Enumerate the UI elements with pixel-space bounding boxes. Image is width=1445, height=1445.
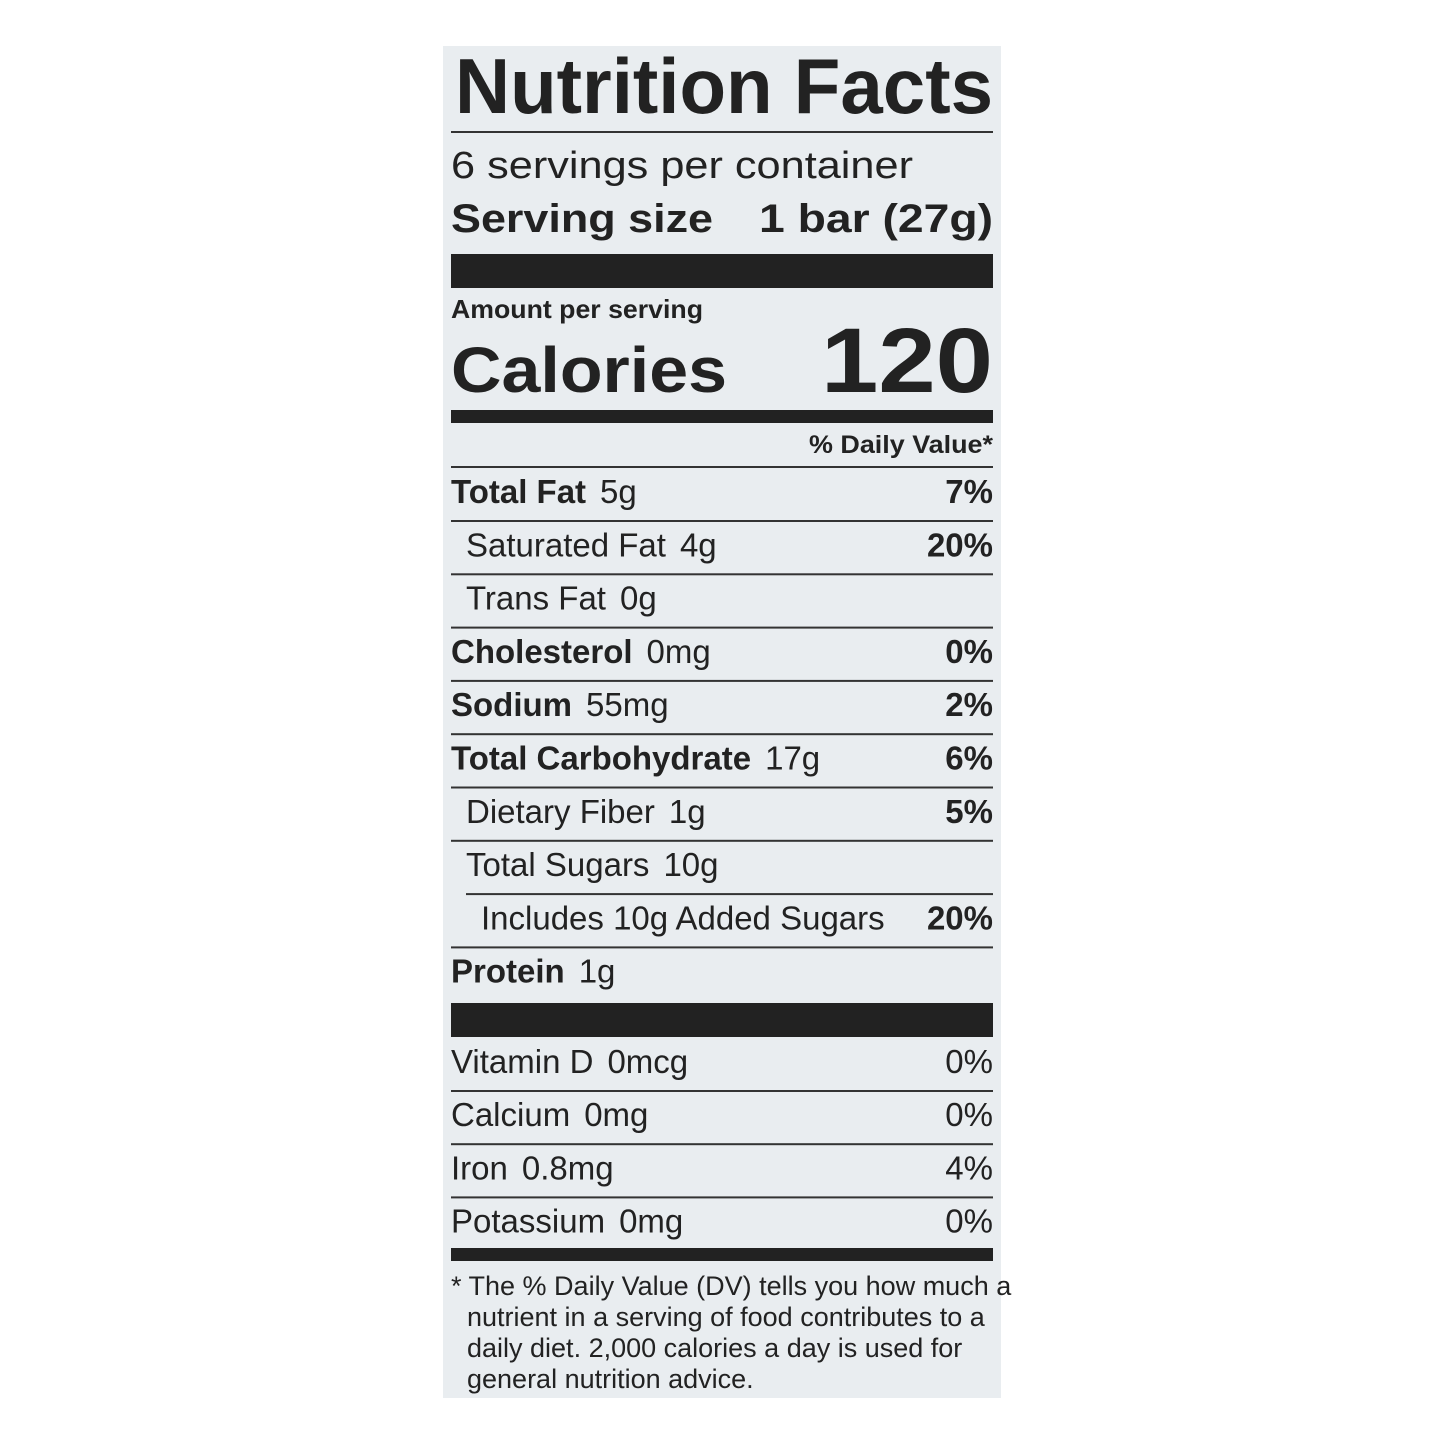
nutrient-name: Iron xyxy=(451,1149,508,1186)
thick-bar xyxy=(451,1003,993,1037)
nutrient-amount: 55mg xyxy=(586,686,669,723)
footnote-line: nutrient in a serving of food contribute… xyxy=(467,1302,986,1332)
nutrient-amount: 0.8mg xyxy=(522,1149,614,1186)
nutrient-name: Vitamin D xyxy=(451,1043,593,1080)
daily-value: 5% xyxy=(945,793,993,830)
nutrient-amount: 0g xyxy=(620,580,657,617)
medium-bar xyxy=(451,410,993,423)
nutrient-row: Vitamin D 0mcg xyxy=(451,1043,688,1080)
daily-value: 0% xyxy=(945,1203,993,1240)
thick-bar xyxy=(451,254,993,288)
rule xyxy=(451,626,993,629)
rule xyxy=(451,520,993,522)
daily-value: 0% xyxy=(945,1096,993,1133)
nutrient-name: Total Fat xyxy=(451,473,586,510)
nutrient-name: Cholesterol xyxy=(451,633,633,670)
nutrient-row: Saturated Fat 4g xyxy=(466,526,717,563)
footnote-line: * The % Daily Value (DV) tells you how m… xyxy=(451,1271,1012,1301)
rule xyxy=(451,946,993,949)
nutrient-amount: 1g xyxy=(579,953,616,990)
nutrient-amount: 10g xyxy=(663,846,718,883)
nutrient-row: Iron 0.8mg xyxy=(451,1149,614,1186)
nutrient-amount: 0mcg xyxy=(607,1043,688,1080)
nutrient-row: Potassium 0mg xyxy=(451,1203,683,1240)
servings: 6 servings per container xyxy=(451,145,913,187)
nutrient-name: Calcium xyxy=(451,1096,570,1133)
serving-size-label: Serving size xyxy=(451,197,713,241)
daily-value: 4% xyxy=(945,1149,993,1186)
rule xyxy=(451,786,993,789)
rule xyxy=(451,131,993,133)
nutrient-name: Total Carbohydrate xyxy=(451,740,751,777)
nutrient-name: Includes 10g Added Sugars xyxy=(481,899,885,936)
calories-value: 120 xyxy=(821,310,993,412)
rule xyxy=(466,893,993,896)
rule xyxy=(451,466,993,468)
nutrient-amount: 17g xyxy=(765,740,820,777)
amount-per-serving: Amount per serving xyxy=(451,294,703,324)
nutrient-amount: 4g xyxy=(680,526,717,563)
nutrient-row: Total Fat 5g xyxy=(451,473,637,510)
nutrient-amount: 5g xyxy=(600,473,637,510)
daily-value: 6% xyxy=(945,740,993,777)
footnote-line: general nutrition advice. xyxy=(467,1364,754,1394)
daily-value: 7% xyxy=(945,473,993,510)
rule xyxy=(451,679,993,682)
nutrient-row: Trans Fat 0g xyxy=(466,580,657,617)
footnote-line: daily diet. 2,000 calories a day is used… xyxy=(467,1333,962,1363)
nutrient-row: Includes 10g Added Sugars xyxy=(481,899,885,936)
nutrient-amount: 1g xyxy=(669,793,706,830)
nutrient-name: Potassium xyxy=(451,1203,605,1240)
rule xyxy=(451,1143,993,1146)
daily-value: 0% xyxy=(945,633,993,670)
nutrient-row: Calcium 0mg xyxy=(451,1096,648,1133)
nutrient-row: Total Carbohydrate 17g xyxy=(451,740,820,777)
rule xyxy=(451,733,993,736)
rule xyxy=(451,573,993,576)
nutrient-row: Total Sugars 10g xyxy=(466,846,719,883)
nutrient-name: Total Sugars xyxy=(466,846,649,883)
calories-label: Calories xyxy=(451,334,727,406)
nutrient-amount: 0mg xyxy=(584,1096,648,1133)
nutrient-row: Sodium 55mg xyxy=(451,686,669,723)
daily-value: 2% xyxy=(945,686,993,723)
daily-value: 20% xyxy=(927,526,993,563)
rule xyxy=(451,1196,993,1199)
nutrient-name: Protein xyxy=(451,953,565,990)
nutrient-rows: Total Fat 5g 7% Saturated Fat 4g 20% Trans Fat… xyxy=(451,473,1012,1394)
rule xyxy=(451,1090,993,1092)
nutrient-row: Cholesterol 0mg xyxy=(451,633,711,670)
nutrient-row: Protein 1g xyxy=(451,953,615,990)
serving-size-value: 1 bar (27g) xyxy=(759,197,993,241)
title: Nutrition Facts xyxy=(455,42,993,130)
daily-value: 20% xyxy=(927,899,993,936)
nutrient-row: Dietary Fiber 1g xyxy=(466,793,706,830)
daily-value: 0% xyxy=(945,1043,993,1080)
nutrient-amount: 0mg xyxy=(619,1203,683,1240)
rule xyxy=(451,839,993,842)
daily-value-header: % Daily Value* xyxy=(809,431,993,459)
nutrient-name: Sodium xyxy=(451,686,572,723)
medium-bar xyxy=(451,1248,993,1261)
nutrient-amount: 0mg xyxy=(647,633,711,670)
nutrient-name: Trans Fat xyxy=(466,580,606,617)
nutrient-name: Saturated Fat xyxy=(466,526,666,563)
nutrient-name: Dietary Fiber xyxy=(466,793,655,830)
